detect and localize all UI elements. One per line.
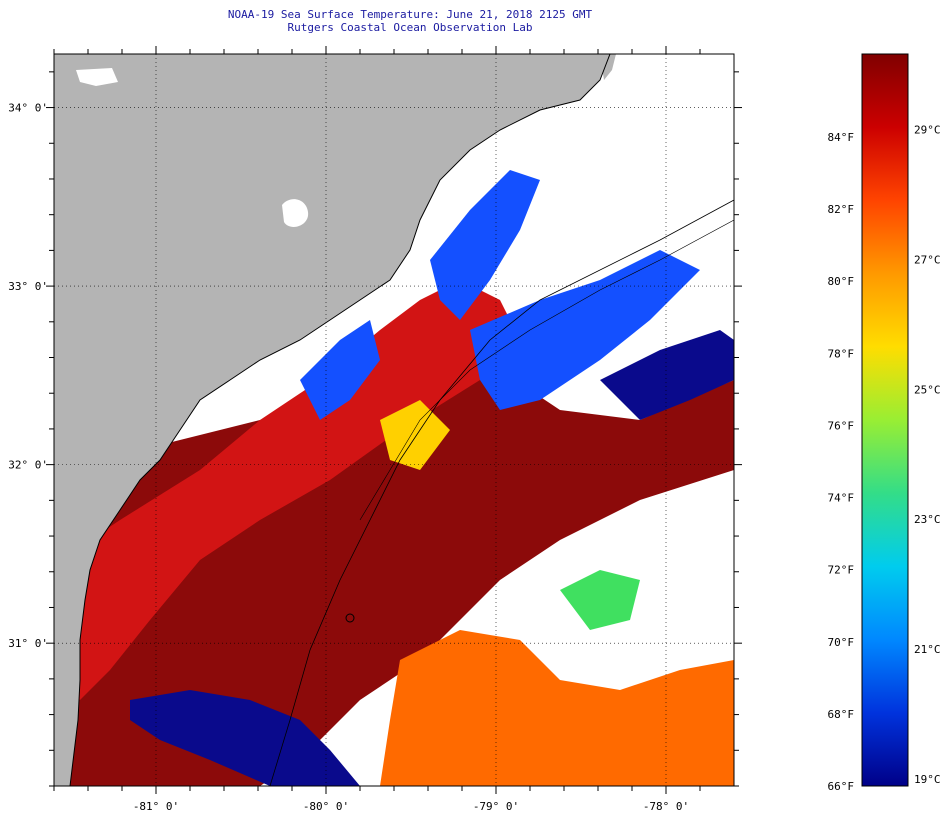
- front-green-1: [560, 570, 640, 630]
- colorbar-f-label: 74°F: [828, 492, 855, 505]
- front-yellow-1: [380, 400, 450, 470]
- orange-water-region: [380, 630, 734, 786]
- cold-band-north: [430, 170, 540, 320]
- colorbar-f-label: 78°F: [828, 347, 855, 360]
- shelf-contour: [269, 199, 734, 786]
- colorbar-f-label: 68°F: [828, 708, 855, 721]
- cold-band-coastal: [300, 320, 380, 420]
- colorbar-f-label: 82°F: [828, 203, 855, 216]
- lon-label-79: -79° 0': [473, 800, 519, 813]
- lon-label-78: -78° 0': [643, 800, 689, 813]
- colorbar-c-label: 21°C: [914, 643, 941, 656]
- map-subtitle: Rutgers Coastal Ocean Observation Lab: [287, 21, 533, 34]
- colorbar: [861, 53, 909, 787]
- cold-band-south: [130, 690, 360, 786]
- land-island: [600, 54, 616, 80]
- colorbar-c-label: 27°C: [914, 254, 941, 267]
- colorbar-fahrenheit-labels: 84°F 82°F 80°F 78°F 76°F 74°F 72°F 70°F 68°F 66°F: [828, 131, 855, 793]
- colorbar-f-label: 80°F: [828, 275, 855, 288]
- lon-label-81: -81° 0': [133, 800, 179, 813]
- axis-ticks: [46, 46, 742, 794]
- colorbar-c-label: 29°C: [914, 124, 941, 137]
- longitude-axis: -81° 0' -80° 0' -79° 0' -78° 0': [133, 800, 689, 813]
- colorbar-celsius-labels: 29°C 27°C 25°C 23°C 21°C 19°C: [914, 124, 941, 786]
- colorbar-c-label: 23°C: [914, 513, 941, 526]
- map-title: NOAA-19 Sea Surface Temperature: June 21…: [227, 8, 593, 21]
- colorbar-f-label: 76°F: [828, 419, 855, 432]
- colorbar-f-label: 66°F: [828, 780, 855, 793]
- cold-band-central: [470, 250, 700, 410]
- lat-label-34: 34° 0': [8, 102, 48, 115]
- inland-cloud-2: [76, 68, 118, 86]
- lon-label-80: -80° 0': [303, 800, 349, 813]
- latitude-axis: 34° 0' 33° 0' 32° 0' 31° 0': [8, 102, 48, 651]
- graticule: [54, 54, 734, 786]
- lat-label-32: 32° 0': [8, 459, 48, 472]
- buoy-marker: [345, 613, 355, 623]
- cold-band-east: [600, 330, 734, 420]
- colorbar-f-label: 84°F: [828, 131, 855, 144]
- coastline: [69, 54, 611, 786]
- land-mass: [54, 54, 610, 786]
- inner-contour: [359, 219, 734, 521]
- colorbar-f-label: 70°F: [828, 636, 855, 649]
- lat-label-31: 31° 0': [8, 637, 48, 650]
- shelf-water-region: [60, 280, 520, 700]
- colorbar-c-label: 19°C: [914, 773, 941, 786]
- lat-label-33: 33° 0': [8, 280, 48, 293]
- colorbar-c-label: 25°C: [914, 383, 941, 396]
- map-area[interactable]: [54, 54, 734, 786]
- inland-cloud: [282, 199, 309, 227]
- colorbar-f-label: 72°F: [828, 564, 855, 577]
